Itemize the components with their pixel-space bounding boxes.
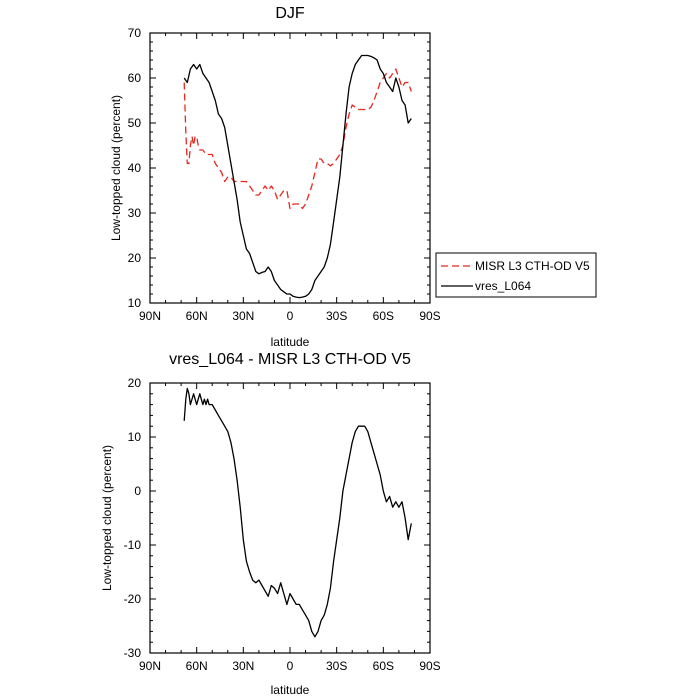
- x-tick-label: 60N: [186, 309, 208, 323]
- top-plot-area: 90N 60N 30N 0 30S 60S 90S 10 20 30 40 50 60 70: [128, 26, 441, 323]
- y-tick-label: 40: [128, 161, 142, 175]
- plot-frame: [149, 32, 431, 304]
- top-chart-panel: DJF Low-topped cloud (percent) latitude …: [109, 5, 597, 349]
- legend-label-vres: vres_L064: [475, 279, 531, 293]
- series-line-vres-l064: [183, 54, 412, 299]
- x-tick-label: 30N: [232, 309, 254, 323]
- y-tick-label: -10: [124, 538, 142, 552]
- bottom-chart-panel: vres_L064 - MISR L3 CTH-OD V5 Low-topped…: [100, 351, 441, 697]
- legend-box: [435, 252, 597, 298]
- x-tick-label: 90N: [139, 659, 161, 673]
- bottom-plot-area: 90N 60N 30N 0 30S 60S 90S -30 -20 -10 0 10 20: [124, 376, 441, 673]
- y-tick-label: 70: [128, 26, 142, 40]
- y-tick-label: 20: [128, 251, 142, 265]
- x-tick-label: 30S: [326, 659, 347, 673]
- y-tick-label: 50: [128, 116, 142, 130]
- x-tick-label: 90S: [419, 309, 440, 323]
- x-tick-label: 30S: [326, 309, 347, 323]
- top-chart-xlabel: latitude: [271, 335, 310, 349]
- legend: MISR L3 CTH-OD V5 vres_L064: [435, 252, 597, 298]
- x-tick-label: 0: [287, 309, 294, 323]
- series-line-difference: [183, 387, 412, 638]
- y-tick-label: 20: [128, 376, 142, 390]
- y-tick-label: 60: [128, 71, 142, 85]
- bottom-chart-title: vres_L064 - MISR L3 CTH-OD V5: [169, 351, 411, 368]
- plot-frame: [149, 382, 431, 654]
- x-tick-label: 60N: [186, 659, 208, 673]
- y-tick-label: -30: [124, 646, 142, 660]
- bottom-chart-xlabel: latitude: [271, 683, 310, 697]
- legend-label-misr: MISR L3 CTH-OD V5: [475, 259, 590, 273]
- bottom-chart-ylabel: Low-topped cloud (percent): [100, 445, 114, 591]
- x-tick-label: 60S: [373, 309, 394, 323]
- y-tick-label: 30: [128, 206, 142, 220]
- x-tick-label: 60S: [373, 659, 394, 673]
- top-chart-title: DJF: [275, 5, 305, 22]
- x-tick-label: 90N: [139, 309, 161, 323]
- x-tick-label: 90S: [419, 659, 440, 673]
- x-tick-label: 30N: [232, 659, 254, 673]
- top-chart-ylabel: Low-topped cloud (percent): [109, 95, 123, 241]
- y-tick-label: -20: [124, 592, 142, 606]
- y-tick-label: 10: [128, 430, 142, 444]
- series-line-misr-l3-cth-od-v5: [183, 68, 412, 210]
- x-tick-label: 0: [287, 659, 294, 673]
- y-tick-label: 0: [134, 484, 141, 498]
- y-tick-label: 10: [128, 296, 142, 310]
